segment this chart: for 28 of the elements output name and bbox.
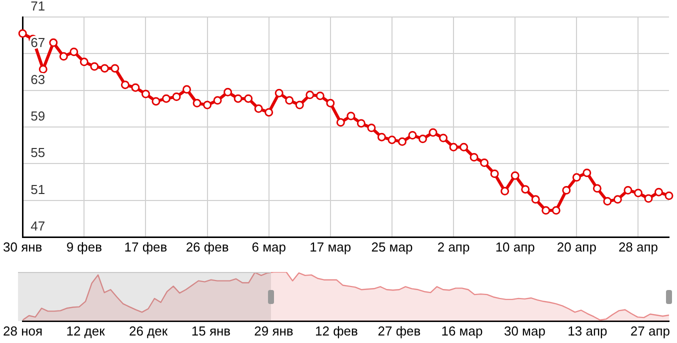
x-tick-label: 12 дек [66,323,106,338]
x-tick-label: 20 апр [556,239,596,254]
x-tick-label: 25 мар [371,239,413,254]
x-tick-label: 27 апр [630,323,670,338]
x-tick-label: 27 фев [378,323,421,338]
x-tick-label: 16 мар [441,323,483,338]
x-tick-label: 17 фев [124,239,168,254]
x-tick-label: 28 ноя [2,323,43,338]
x-tick-label: 28 апр [618,239,658,254]
x-tick-label: 13 апр [568,323,608,338]
x-tick-label: 26 дек [128,323,168,338]
x-tick-label: 30 мар [504,323,546,338]
x-tick-label: 12 фев [315,323,358,338]
x-tick-label: 9 фев [66,239,102,254]
y-tick-label: 51 [30,182,46,197]
x-tick-label: 30 янв [2,239,42,254]
x-tick-label: 26 фев [186,239,229,254]
x-tick-label: 17 мар [310,239,352,254]
x-tick-label: 6 мар [252,239,286,254]
x-tick-label: 15 янв [191,323,231,338]
x-tick-label: 10 апр [495,239,535,254]
y-tick-label: 59 [30,108,46,124]
y-tick-label: 71 [30,0,46,14]
y-tick-label: 63 [30,72,46,87]
y-tick-label: 55 [30,145,46,160]
y-tick-label: 47 [30,218,46,234]
x-tick-label: 29 янв [254,323,294,338]
x-tick-label: 2 апр [437,239,470,254]
